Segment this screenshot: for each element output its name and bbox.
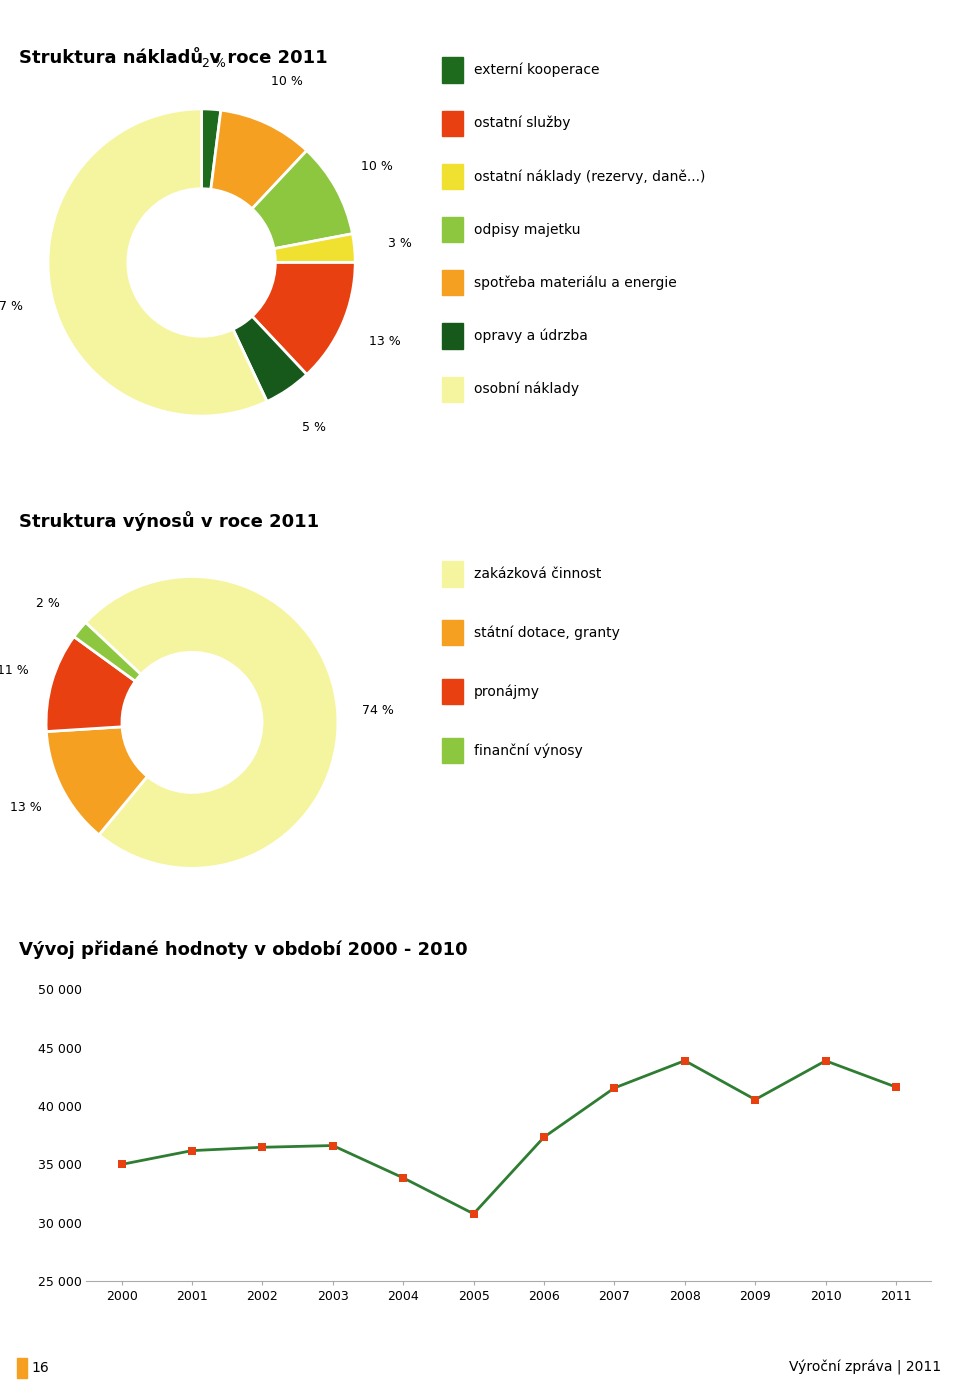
Text: 74 %: 74 % <box>363 704 395 717</box>
Text: zakázková činnost: zakázková činnost <box>474 567 602 581</box>
Wedge shape <box>233 316 307 402</box>
Text: 10 %: 10 % <box>361 160 393 172</box>
Text: externí kooperace: externí kooperace <box>474 63 600 77</box>
Text: 5 %: 5 % <box>301 421 325 434</box>
Wedge shape <box>252 263 355 374</box>
Text: 57 %: 57 % <box>0 300 23 312</box>
Text: Struktura výnosů v roce 2011: Struktura výnosů v roce 2011 <box>19 511 320 531</box>
Wedge shape <box>74 623 141 682</box>
Wedge shape <box>274 234 355 263</box>
Wedge shape <box>85 577 338 868</box>
Wedge shape <box>252 151 352 249</box>
Wedge shape <box>46 637 135 732</box>
Wedge shape <box>46 727 147 834</box>
Text: 11 %: 11 % <box>0 664 29 676</box>
Text: spotřeba materiálu a energie: spotřeba materiálu a energie <box>474 276 677 290</box>
Text: ostatní služby: ostatní služby <box>474 116 571 130</box>
Text: 2 %: 2 % <box>36 596 60 610</box>
Text: státní dotace, granty: státní dotace, granty <box>474 626 620 640</box>
Text: 13 %: 13 % <box>10 801 41 813</box>
Text: 3 %: 3 % <box>389 237 413 251</box>
Text: finanční výnosy: finanční výnosy <box>474 743 583 757</box>
Text: Struktura nákladů v roce 2011: Struktura nákladů v roce 2011 <box>19 49 327 67</box>
Text: osobní náklady: osobní náklady <box>474 382 580 396</box>
Text: Výroční zpráva | 2011: Výroční zpráva | 2011 <box>789 1361 941 1375</box>
Wedge shape <box>48 109 267 416</box>
Wedge shape <box>202 109 221 189</box>
Text: 10 %: 10 % <box>271 76 302 88</box>
Text: ostatní náklady (rezervy, daně...): ostatní náklady (rezervy, daně...) <box>474 169 706 183</box>
Text: Vývoj přidané hodnoty v období 2000 - 2010: Vývoj přidané hodnoty v období 2000 - 20… <box>19 941 468 959</box>
Text: 16: 16 <box>32 1361 49 1375</box>
Wedge shape <box>211 111 307 209</box>
Text: opravy a údrzba: opravy a údrzba <box>474 329 588 343</box>
Text: 13 %: 13 % <box>369 336 400 349</box>
Text: pronájmy: pronájmy <box>474 685 540 699</box>
Text: odpisy majetku: odpisy majetku <box>474 223 581 237</box>
Text: 2 %: 2 % <box>203 57 226 70</box>
